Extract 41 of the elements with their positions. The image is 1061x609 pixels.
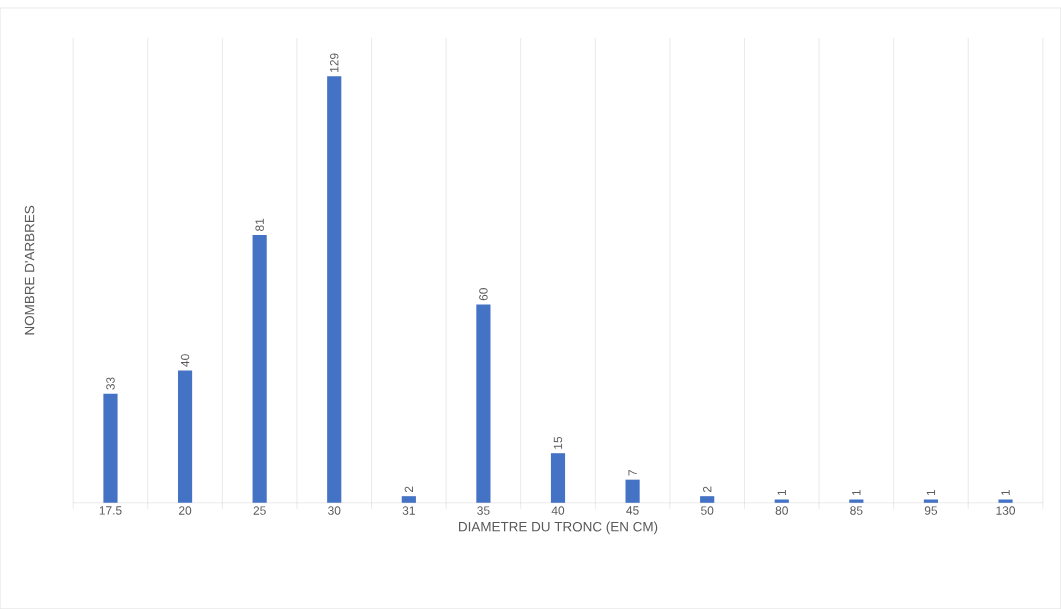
data-label: 81 <box>255 218 264 232</box>
data-label: 1 <box>1001 489 1010 496</box>
bar <box>476 304 491 503</box>
x-tick-label: 30 <box>328 506 341 515</box>
data-label: 1 <box>852 489 861 496</box>
x-tick-label: 80 <box>775 506 788 515</box>
bar <box>550 453 566 503</box>
x-tick-label: 45 <box>626 506 639 515</box>
x-tick-label: 20 <box>179 506 192 515</box>
x-tick-label: 130 <box>996 506 1016 515</box>
data-label: 2 <box>703 486 712 493</box>
data-label: 129 <box>330 53 339 72</box>
data-label: 15 <box>553 436 563 449</box>
bar <box>923 499 939 503</box>
x-tick-label: 95 <box>924 506 938 515</box>
y-axis-title: NOMBRE D'ARBRES <box>24 205 35 335</box>
bar <box>700 496 715 503</box>
x-tick-label: 17.5 <box>99 506 122 515</box>
data-label: 60 <box>479 288 488 301</box>
bar <box>327 76 342 503</box>
x-tick-label: 50 <box>701 506 714 515</box>
bar <box>103 393 118 503</box>
x-tick-label: 25 <box>253 506 266 515</box>
x-tick-label: 85 <box>850 506 863 515</box>
bar <box>998 499 1013 503</box>
bar <box>849 499 864 503</box>
data-label: 40 <box>180 354 190 367</box>
data-label: 1 <box>926 489 936 496</box>
x-tick-label: 31 <box>402 506 415 515</box>
bar <box>252 235 267 503</box>
data-label: 2 <box>404 486 413 493</box>
bar <box>401 496 416 503</box>
data-label: 1 <box>777 489 786 496</box>
x-tick-label: 35 <box>477 506 490 515</box>
bar <box>625 479 640 503</box>
bar <box>774 499 789 503</box>
x-tick-label: 40 <box>551 506 565 515</box>
data-label: 33 <box>106 377 115 390</box>
data-label: 7 <box>628 470 637 476</box>
bar <box>177 370 193 503</box>
x-axis-title: DIAMETRE DU TRONC (EN CM) <box>459 521 658 535</box>
